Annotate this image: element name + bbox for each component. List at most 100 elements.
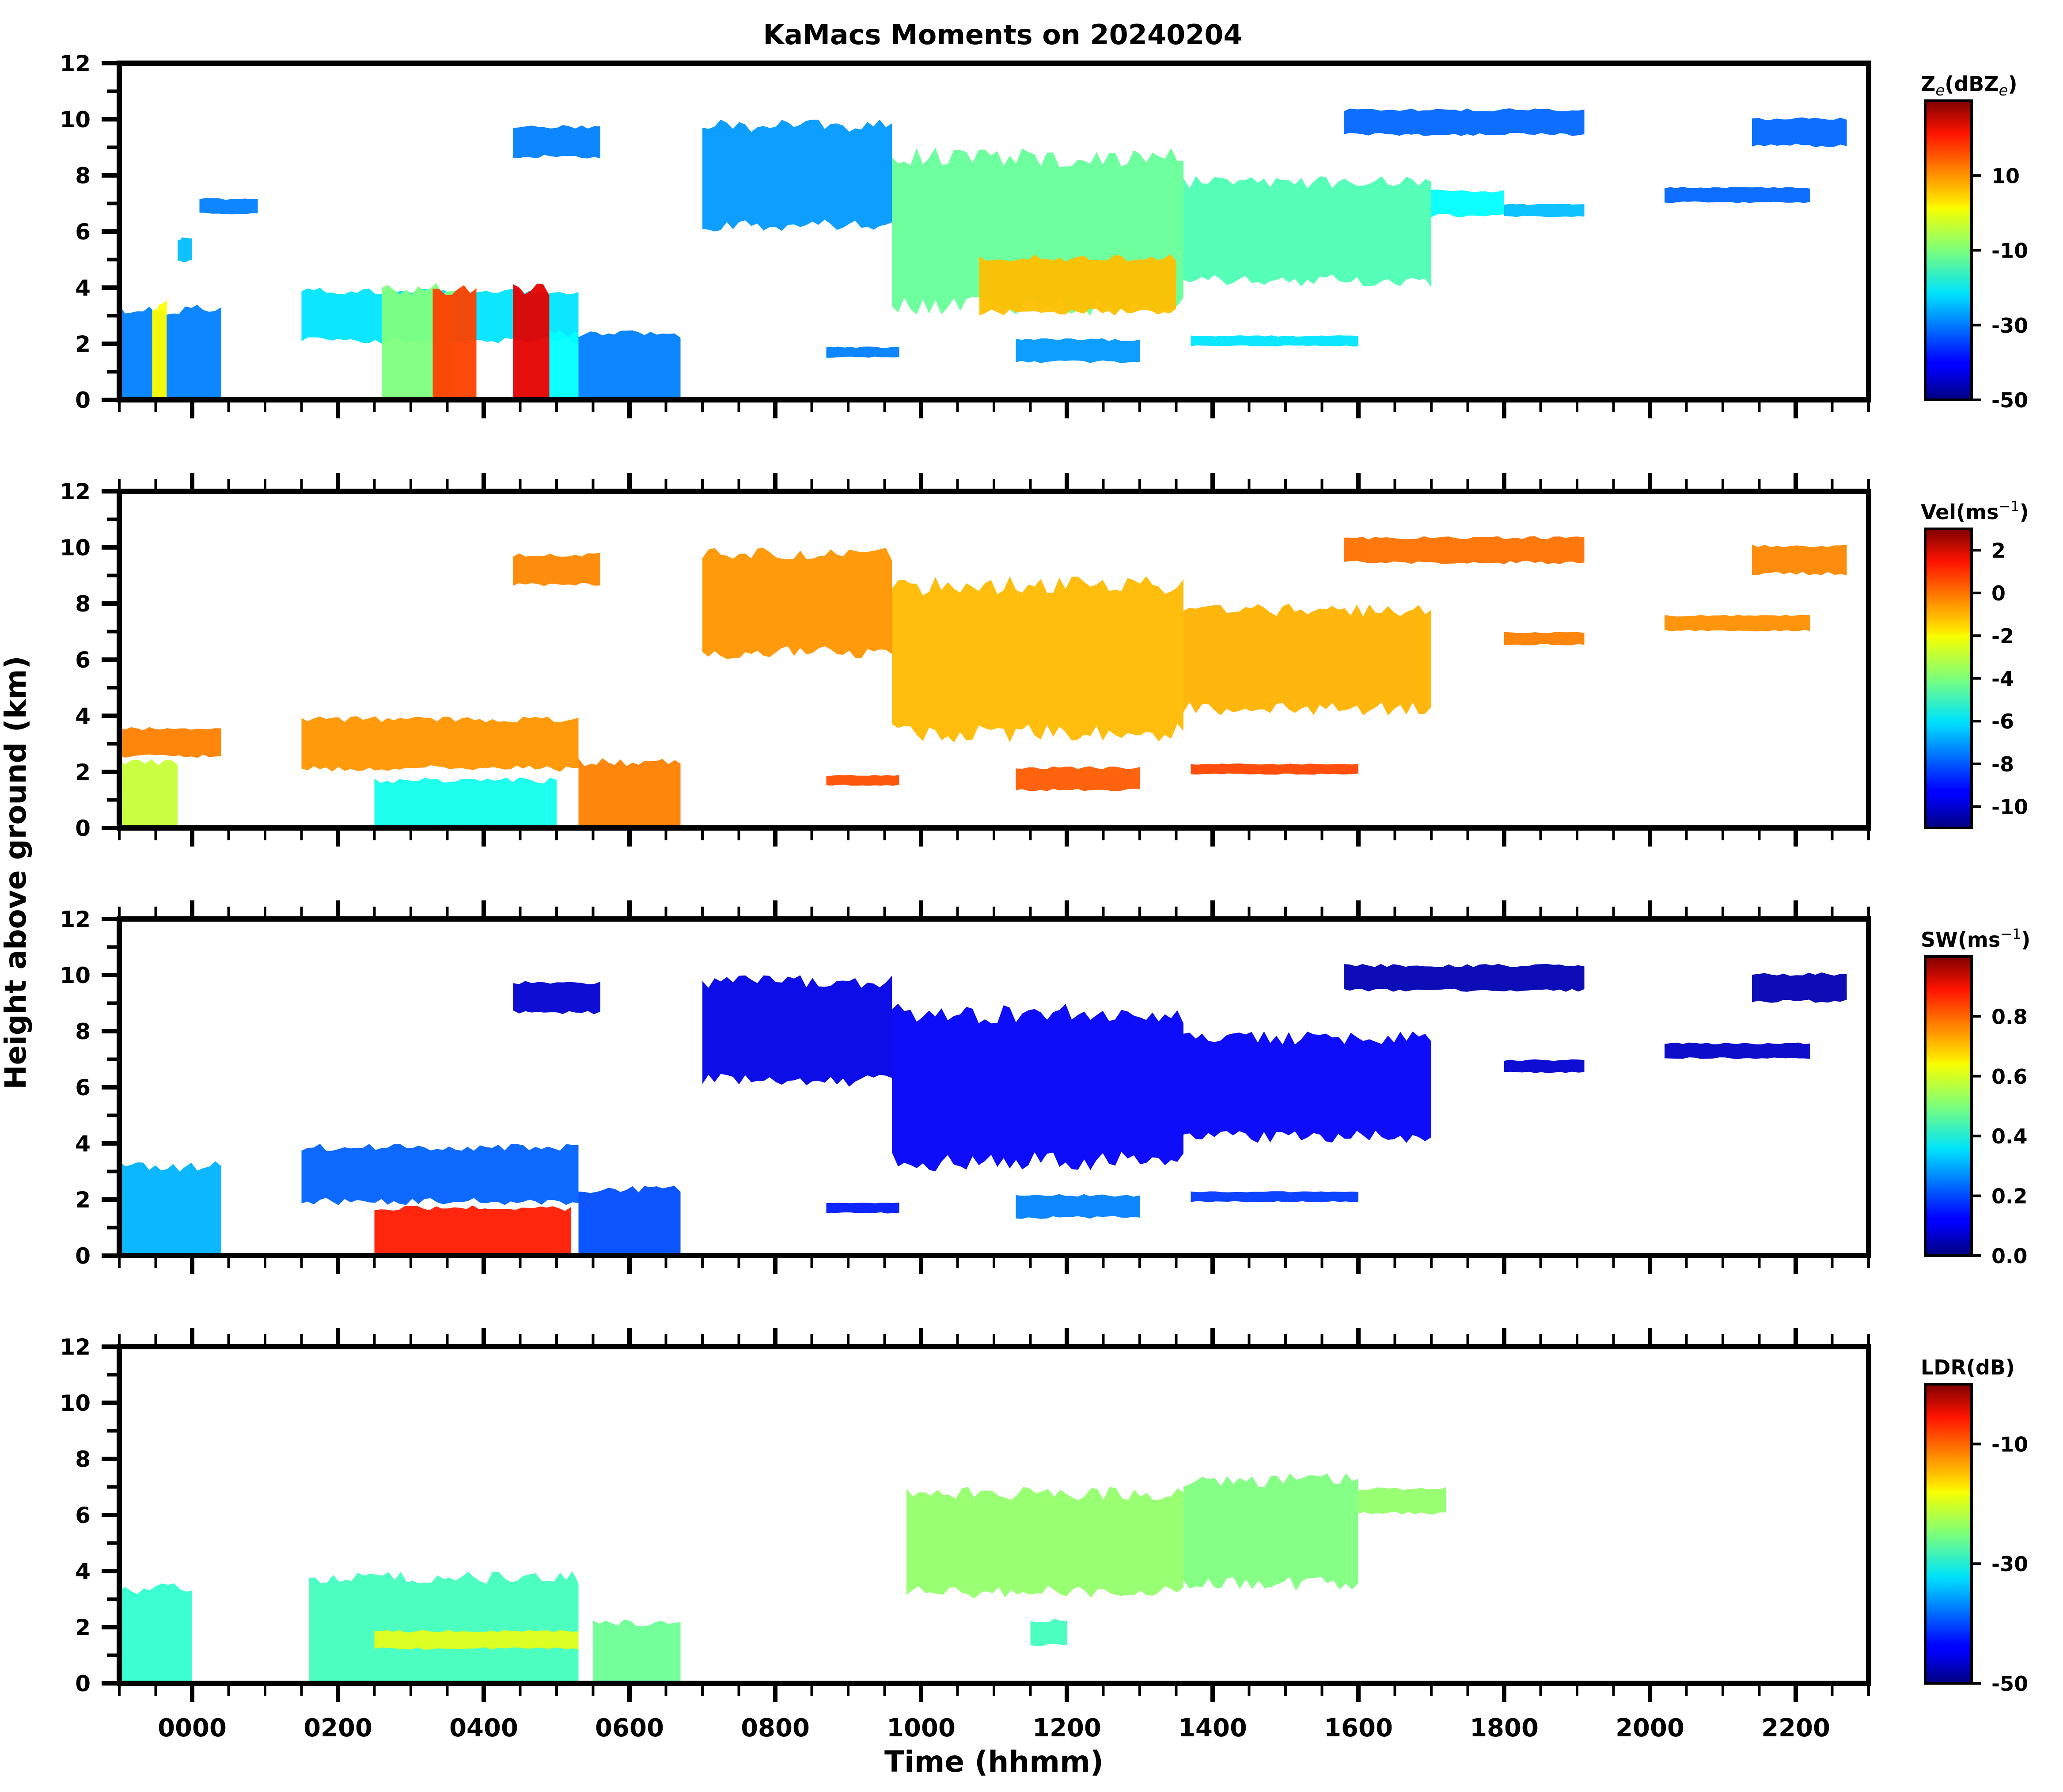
colorbar-gradient [1924,1383,1973,1685]
colorbar-tick-label: 0.4 [1991,1124,2028,1148]
cloud-region [1504,203,1585,217]
cloud-region [826,1202,899,1214]
cloud-region [1431,190,1504,217]
y-tick-label: 12 [60,51,91,76]
cloud-region [1752,117,1847,148]
y-tick-label: 8 [75,591,91,617]
colorbar-tick-label: -8 [1991,752,2014,776]
y-tick-label: 2 [75,1615,91,1640]
colorbar-tick-label: 10 [1991,164,2020,188]
cloud-region [578,758,681,828]
colorbar-tick-label: 0.0 [1991,1244,2028,1268]
colorbar-reflectivity: 10 -10 -30 -50 Ze(dBZe) [1921,72,2028,412]
x-tick-label: 1800 [1470,1714,1539,1743]
colorbar-title: LDR(dB) [1921,1355,2015,1379]
y-tick-label: 0 [75,816,91,841]
cloud-region [1665,615,1810,632]
cloud-region [513,283,550,400]
panel-spectrum_width: 0 2 4 6 8 10 12 0.8 0.6 0.4 0.2 0.0 SW(ms−1) [60,900,2030,1274]
panel-velocity: 0 2 4 6 8 10 12 2 0 -2 -4 -6 -8 -10 Vel(ms−1) [60,473,2029,847]
colorbar-tick-label: -30 [1991,314,2028,338]
y-tick-label: 4 [75,1559,91,1584]
cloud-region [1016,1194,1140,1219]
colorbar-tick-label: -10 [1991,795,2028,819]
y-tick-label: 6 [75,1503,91,1528]
colorbar-title: SW(ms−1) [1921,926,2030,952]
y-tick-label: 6 [75,219,91,245]
cloud-region [119,759,178,828]
y-tick-label: 8 [75,163,91,189]
cloud-region [432,285,477,400]
data-layer-velocity [119,536,1847,828]
x-tick-label: 0400 [449,1714,518,1743]
cloud-region [513,125,600,159]
cloud-region [1665,1042,1810,1059]
cloud-region [1344,536,1585,565]
cloud-region [1344,964,1585,992]
cloud-region [578,1186,681,1256]
cloud-region [513,553,600,586]
y-tick-label: 0 [75,387,91,413]
y-tick-label: 12 [60,479,91,505]
cloud-region [1504,1059,1585,1073]
panel-ldr: 0 2 4 6 8 10 12 0000 0200 0400 0600 0800 1000 1200 140… [60,1328,2028,1743]
colorbar-tick-label: 0.6 [1991,1065,2028,1089]
cloud-region [702,119,892,232]
colorbar-tick-label: -10 [1991,239,2028,263]
colorbar-tick-label: -50 [1991,388,2028,412]
y-axis-label: Height above ground (km) [0,656,33,1090]
cloud-region [178,237,192,262]
x-tick-label: 2200 [1761,1714,1830,1743]
cloud-region [374,1205,571,1256]
cloud-region [826,775,899,786]
y-tick-label: 4 [75,703,91,729]
y-tick-label: 8 [75,1447,91,1472]
cloud-region [549,330,579,400]
y-tick-label: 4 [75,1131,91,1157]
colorbar-tick-label: -2 [1991,624,2014,648]
y-tick-label: 10 [60,535,91,561]
x-tick-label: 1200 [1032,1714,1101,1743]
cloud-region [199,198,258,215]
cloud-region [593,1619,681,1683]
colorbar-title: Vel(ms−1) [1921,498,2029,524]
cloud-region [1665,186,1810,204]
colorbar-tick-label: 0 [1991,581,2006,605]
cloud-region [892,1003,1183,1172]
colorbar-gradient [1924,528,1973,829]
x-tick-label: 2000 [1616,1714,1684,1743]
x-tick-label: 0200 [303,1714,372,1743]
y-tick-label: 0 [75,1671,91,1697]
x-tick-label: 1600 [1324,1714,1393,1743]
cloud-region [1191,335,1358,347]
x-tick-label: 1400 [1178,1714,1247,1743]
cloud-region [826,346,899,358]
y-tick-label: 10 [60,107,91,133]
y-tick-label: 2 [75,759,91,785]
colorbar-tick-label: -4 [1991,667,2014,691]
cloud-region [906,1487,1183,1599]
chart-title: KaMacs Moments on 20240204 [763,19,1242,51]
cloud-region [1191,1191,1358,1203]
colorbar-spectrum_width: 0.8 0.6 0.4 0.2 0.0 SW(ms−1) [1921,926,2030,1268]
data-layer-spectrum_width [119,964,1847,1256]
cloud-region [119,727,221,758]
cloud-region [119,1161,221,1256]
cloud-region [1752,544,1847,575]
cloud-region [1030,1619,1067,1646]
y-tick-label: 8 [75,1019,91,1044]
y-tick-label: 4 [75,275,91,301]
colorbar-velocity: 2 0 -2 -4 -6 -8 -10 Vel(ms−1) [1921,498,2029,829]
y-tick-label: 2 [75,1187,91,1213]
cloud-region [1183,176,1431,288]
data-layer-reflectivity [119,108,1847,400]
cloud-region [1191,763,1358,775]
cloud-region [374,1630,579,1650]
y-tick-label: 12 [60,1334,91,1360]
colorbar-tick-label: -30 [1991,1552,2028,1576]
colorbar-tick-label: 2 [1991,539,2006,562]
cloud-region [979,254,1176,316]
cloud-region [1504,631,1585,645]
colorbar-tick-label: 0.2 [1991,1185,2028,1208]
